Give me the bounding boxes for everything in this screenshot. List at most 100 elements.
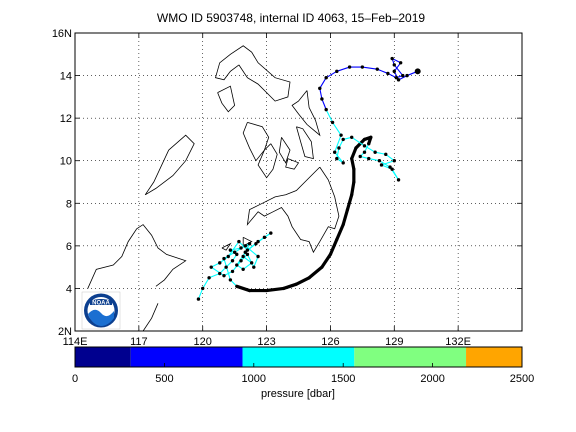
map-grid [75,33,522,331]
track-segment [350,180,356,197]
lat-tick-label: 16N [52,28,72,40]
coastline-segment [242,122,270,162]
profile-point [332,150,337,154]
track-segment [354,137,367,150]
track-segment [244,245,259,258]
profile-point [337,146,341,150]
profile-point [320,97,324,101]
profile-point [335,156,339,161]
profile-point [247,242,252,246]
profile-point [324,76,328,80]
coastline-segment [142,303,159,332]
coastline-segment [221,242,232,251]
profile-point [239,259,243,263]
profile-point [401,73,405,78]
profile-point [256,254,260,259]
track-segment [350,146,358,161]
profile-point [245,248,250,252]
lat-tick-label: 2N [58,326,72,338]
colorbar-tick-label: 500 [155,373,173,385]
profile-point [239,246,243,250]
profile-point [396,78,401,82]
profile-point [318,86,322,91]
profile-point [350,135,354,139]
track-segment [336,66,351,72]
profile-point [358,154,362,159]
colorbar-bin [354,347,467,367]
profile-point [209,265,213,269]
lon-tick-label: 117 [130,336,148,348]
profile-point [341,161,345,165]
profile-point [362,144,367,148]
track-segment [282,282,298,291]
coastline-segment [217,85,236,113]
profile-point [384,152,388,157]
profile-point [375,67,379,71]
pressure-colorbar: 0 500 1000 1500 2000 2500 pressure [dbar] [72,346,534,400]
lat-tick-label: 6 [66,241,72,253]
profile-point [390,56,394,61]
track-segment [328,237,339,256]
track-segment [294,276,311,286]
track-segment [202,277,210,289]
track-segment [363,145,376,153]
profile-point [218,271,222,276]
lon-tick-label: 114E [63,336,88,348]
lat-tick-label: 4 [66,283,72,295]
coastline-segment [215,45,291,102]
profile-point [262,235,267,240]
profile-point [235,252,239,257]
colorbar-tick-label: 1500 [331,373,355,385]
track-segment [229,247,242,251]
profile-point [335,69,339,74]
profile-point [230,269,235,274]
coastline-segment [144,134,195,196]
profile-point [235,263,239,267]
coastline-segment [242,236,253,247]
profile-point [392,159,396,163]
track-segment [307,265,324,280]
latitude-ticks: 2N 4 6 8 10 12 14 16N [52,28,522,338]
track-segment [336,147,340,160]
profile-point [241,267,245,271]
track-segment [210,266,225,277]
coastline-segment [246,166,340,254]
profile-point [392,69,396,74]
colorbar-tick-label: 2000 [420,373,444,385]
track-segment [334,151,344,164]
profile-point [222,256,226,261]
profile-point [222,273,226,278]
profile-point [232,250,237,254]
track-segment [393,64,404,77]
profile-point [347,65,352,69]
coastline-segment [285,158,300,170]
noaa-logo-text: NOAA [92,301,110,307]
coastline-segment [291,90,321,137]
track-segment [197,287,204,300]
profile-point [367,141,371,146]
lat-tick-label: 14 [60,71,72,83]
colorbar-tick-label: 2500 [510,373,534,385]
track-segment [391,168,400,181]
track-segment [385,153,395,162]
colorbar-tick-label: 1000 [242,373,266,385]
track-segment [319,87,323,100]
profile-point [226,254,230,259]
track-segment [223,258,231,281]
coastline-segment [257,143,278,179]
profile-point [243,244,247,248]
profile-point [324,107,328,112]
lat-tick-label: 10 [60,156,72,168]
colorbar-label: pressure [dbar] [261,388,335,400]
lon-tick-label: 132E [445,336,471,348]
profile-point [237,239,241,244]
colorbar-ticks: 0 500 1000 1500 2000 2500 [72,363,534,385]
map-frame [74,32,523,332]
lon-tick-label: 123 [257,336,275,348]
longitude-ticks: 114E 117 120 123 126 129 132E [63,33,471,348]
profile-point [243,250,247,254]
profile-point [341,137,345,142]
track-segment [376,68,389,74]
profile-point [269,231,273,235]
